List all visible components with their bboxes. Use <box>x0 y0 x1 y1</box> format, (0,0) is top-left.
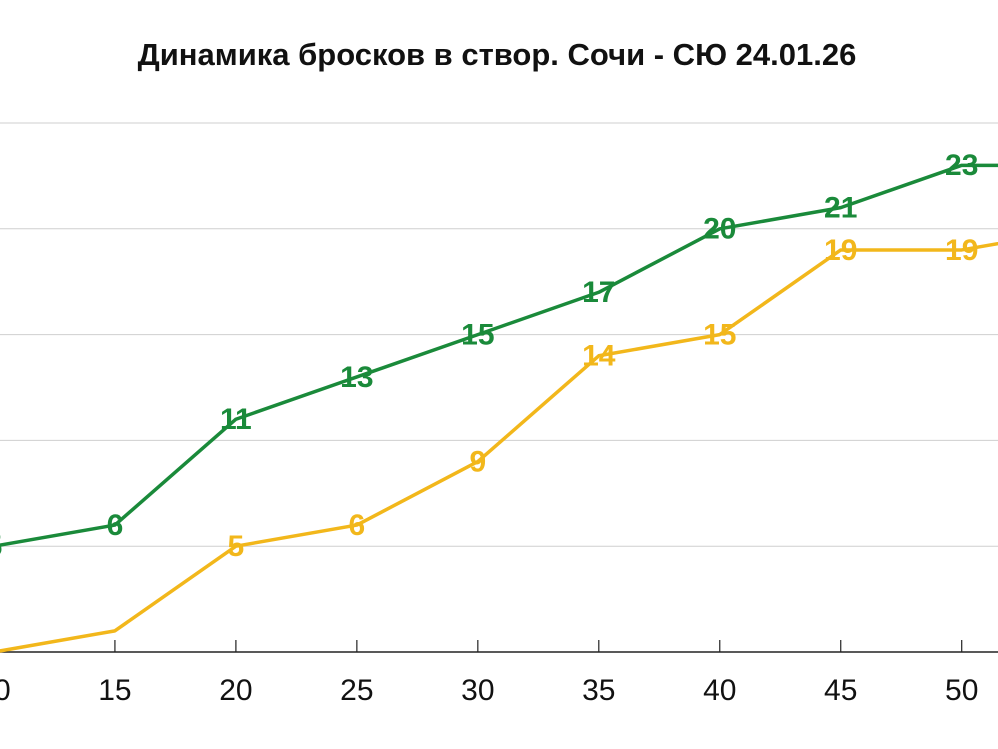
data-label: 11 <box>220 403 252 436</box>
x-tick-label: 30 <box>461 674 494 707</box>
data-label: 15 <box>461 319 494 352</box>
x-tick-label: 20 <box>219 674 252 707</box>
x-tick-label: 10 <box>0 674 11 707</box>
data-label: 13 <box>340 361 373 394</box>
x-tick-label: 40 <box>703 674 736 707</box>
x-tick-label: 15 <box>98 674 131 707</box>
data-label: 15 <box>703 319 736 352</box>
x-tick-label: 25 <box>340 674 373 707</box>
data-label: 6 <box>349 509 366 542</box>
chart-title: Динамика бросков в створ. Сочи - СЮ 24.0… <box>138 37 857 72</box>
data-label: 5 <box>0 530 2 563</box>
data-label: 19 <box>824 234 857 267</box>
data-label: 21 <box>824 192 857 225</box>
data-label: 14 <box>582 340 616 373</box>
data-label: 6 <box>107 509 124 542</box>
data-label: 23 <box>945 149 978 182</box>
x-tick-label: 50 <box>945 674 978 707</box>
x-tick-label: 45 <box>824 674 857 707</box>
data-label: 19 <box>945 234 978 267</box>
x-tick-label: 35 <box>582 674 615 707</box>
data-label: 20 <box>703 213 736 246</box>
series-line <box>0 163 998 547</box>
data-label: 17 <box>582 276 615 309</box>
data-label: 5 <box>228 530 245 563</box>
data-label: 9 <box>469 445 486 478</box>
series-line <box>0 241 998 653</box>
